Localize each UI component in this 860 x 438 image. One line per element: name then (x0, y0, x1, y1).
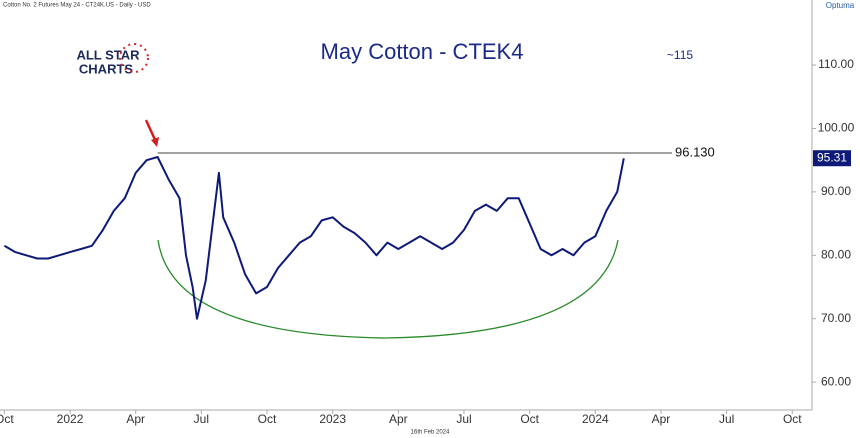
y-tick-label: 110.00 (818, 57, 854, 71)
x-tick-label: Apr (389, 412, 408, 426)
x-tick-label: 2023 (319, 412, 346, 426)
x-tick-label: Jul (194, 412, 209, 426)
x-tick-label: 2022 (57, 412, 84, 426)
y-tick-label: 90.00 (821, 184, 851, 198)
chart-title: May Cotton - CTEK4 (321, 39, 524, 64)
x-tick-label: Jul (456, 412, 471, 426)
x-tick-label: Oct (0, 412, 14, 426)
x-tick-label: Apr (126, 412, 145, 426)
y-tick-label: 70.00 (821, 311, 851, 325)
x-tick-label: 2024 (582, 412, 609, 426)
annotation: ~115 (667, 48, 693, 62)
last-price-box (813, 150, 851, 167)
x-tick-label: Oct (258, 412, 277, 426)
logo-line: CHARTS (79, 61, 133, 76)
x-tick-label: Jul (719, 412, 734, 426)
arrow (144, 119, 158, 143)
y-tick-label: 80.00 (821, 247, 851, 261)
brand: Optuma (826, 1, 855, 10)
header: Cotton No. 2 Futures May 24 - CT24K.US -… (3, 3, 151, 9)
x-tick-label: Oct (520, 412, 539, 426)
arrow-head (151, 137, 159, 147)
price-line (3, 156, 625, 320)
footer: 16th Feb 2024 (411, 430, 450, 436)
last-price-label: 95.31 (817, 150, 847, 164)
logo-line: ALL STAR (76, 47, 140, 62)
y-tick-label: 60.00 (821, 374, 851, 388)
x-tick-label: Apr (652, 412, 671, 426)
logo-stars (119, 43, 149, 73)
y-tick-label: 100.00 (818, 121, 855, 135)
resistance-label: 96.130 (675, 144, 715, 159)
base-arc (157, 239, 619, 339)
x-tick-label: Oct (783, 412, 802, 426)
